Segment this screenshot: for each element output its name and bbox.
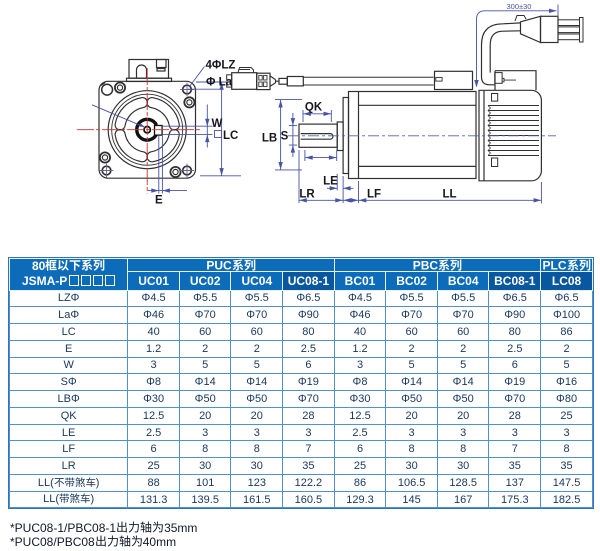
svg-text:300±30: 300±30	[507, 2, 532, 11]
svg-text:4ΦLZ: 4ΦLZ	[206, 60, 236, 72]
svg-text:LL: LL	[442, 189, 456, 201]
svg-text:LF: LF	[367, 189, 381, 201]
svg-text:QK: QK	[305, 102, 323, 114]
svg-text:LR: LR	[299, 189, 315, 201]
svg-text:LE: LE	[323, 176, 338, 188]
svg-text:Φ La: Φ La	[206, 77, 233, 89]
svg-text:W: W	[212, 118, 223, 130]
svg-text:E: E	[155, 195, 163, 207]
svg-text:LB: LB	[262, 133, 277, 145]
svg-text:S: S	[281, 131, 289, 143]
svg-text:LC: LC	[223, 130, 238, 142]
